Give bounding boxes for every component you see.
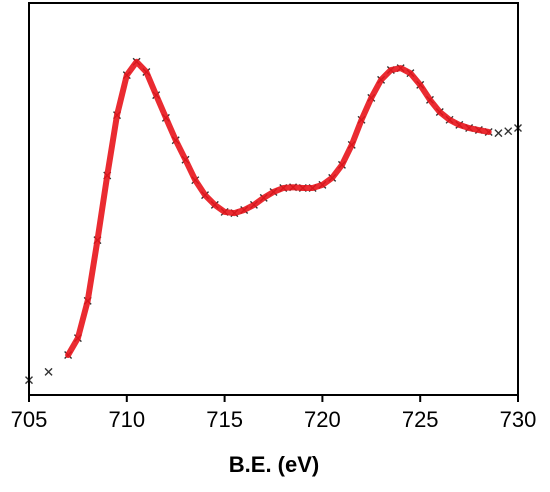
x-axis-label: B.E. (eV): [229, 452, 319, 477]
plot-frame: [28, 2, 519, 396]
x-tick-label: 725: [402, 407, 439, 432]
x-tick-label: 710: [108, 407, 145, 432]
data-point: [504, 127, 513, 136]
x-tick-label: 730: [500, 407, 537, 432]
x-tick-label: 705: [11, 407, 48, 432]
fit-line: [65, 58, 492, 359]
data-point: [44, 367, 53, 376]
data-point: [494, 129, 503, 138]
x-tick-label: 715: [206, 407, 243, 432]
x-tick-label: 720: [304, 407, 341, 432]
